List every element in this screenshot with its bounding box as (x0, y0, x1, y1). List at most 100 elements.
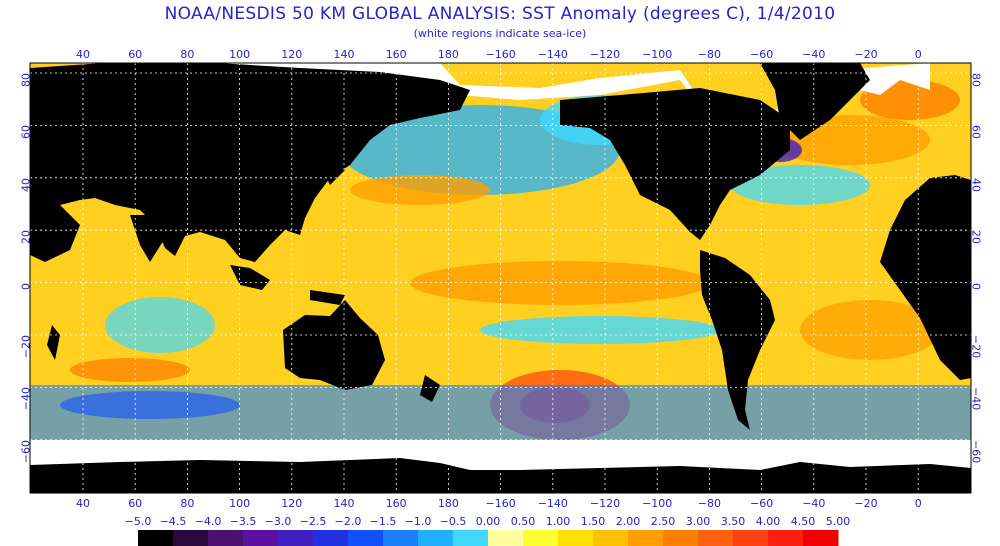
map-title: NOAA/NESDIS 50 KM GLOBAL ANALYSIS: SST A… (164, 4, 836, 24)
latitude-tick-label-left: −40 (19, 387, 33, 411)
colorbar-swatch (383, 530, 419, 546)
south-america (700, 250, 775, 430)
colorbar-tick-label: 0.50 (510, 515, 536, 528)
latitude-tick-label-left: −60 (19, 439, 33, 464)
colorbar-tick-label: 2.50 (650, 515, 676, 528)
longitude-tick-label-top: 160 (385, 48, 407, 61)
latitude-tick-label-right: 60 (969, 125, 983, 140)
colorbar-tick-label: 3.00 (685, 515, 711, 528)
longitude-tick-label-top: 100 (229, 48, 251, 61)
colorbar-tick-label: −4.0 (194, 515, 222, 528)
new-guinea (310, 290, 345, 305)
africa (880, 175, 971, 380)
latitude-tick-label-right: 20 (969, 230, 983, 245)
colorbar-swatch (278, 530, 314, 546)
arabia (30, 200, 80, 262)
colorbar-tick-label: −2.0 (334, 515, 362, 528)
longitude-tick-label-bot: −100 (642, 497, 673, 510)
warm-anomaly-kuroshio (350, 175, 490, 205)
colorbar-swatch (243, 530, 279, 546)
colorbar-tick-label: −1.0 (404, 515, 432, 528)
colorbar-swatch (138, 530, 174, 546)
latitude-tick-label-left: 60 (19, 125, 33, 140)
colorbar-tick-label: 4.50 (790, 515, 816, 528)
longitude-tick-label-top: −120 (589, 48, 621, 61)
longitude-tick-label-top: 0 (914, 48, 922, 61)
latitude-tick-label-left: 0 (19, 282, 33, 290)
map-frame (29, 62, 972, 494)
colorbar-tick-label: −3.0 (264, 515, 292, 528)
colorbar-swatch (348, 530, 384, 546)
graticule (30, 63, 971, 493)
longitude-tick-label-bot: 60 (128, 497, 143, 510)
colorbar-swatch (698, 530, 734, 546)
latitude-tick-label-left: −20 (19, 335, 33, 359)
colorbar-swatch (173, 530, 209, 546)
colorbar-swatch (593, 530, 629, 546)
longitude-tick-label-top: 180 (437, 48, 459, 61)
longitude-tick-label-bot: −140 (537, 497, 568, 510)
colorbar-swatch (488, 530, 524, 546)
longitude-tick-label-bot: 120 (281, 497, 303, 510)
longitude-tick-label-top: 60 (128, 48, 143, 61)
longitude-tick-label-top: −20 (854, 48, 878, 61)
madagascar (47, 325, 60, 360)
colorbar-swatch (523, 530, 559, 546)
longitude-tick-label-top: 80 (180, 48, 195, 61)
colorbar-swatch (628, 530, 664, 546)
latitude-tick-label-right: −60 (969, 439, 983, 464)
latitude-tick-label-left: 20 (19, 230, 33, 245)
longitude-tick-label-bot: 0 (914, 497, 922, 510)
latitude-tick-label-left: 40 (19, 177, 33, 192)
longitude-tick-label-top: 40 (76, 48, 90, 61)
colorbar-tick-label: 2.00 (615, 515, 641, 528)
new-zealand (420, 375, 440, 402)
colorbar-tick-label: 5.00 (825, 515, 851, 528)
colorbar-swatch (733, 530, 769, 546)
longitude-tick-label-bot: 100 (229, 497, 251, 510)
longitude-tick-label-bot: 140 (333, 497, 355, 510)
warm-anomaly-indian-ocean (70, 358, 190, 382)
map-subtitle: (white regions indicate sea-ice) (413, 27, 587, 40)
longitude-tick-label-top: −160 (485, 48, 516, 61)
colorbar-tick-label: 1.00 (545, 515, 571, 528)
colorbar-swatch (768, 530, 804, 546)
latitude-tick-label-right: 40 (969, 177, 983, 192)
cool-anomaly-south-pacific-band (480, 316, 720, 344)
latitude-tick-label-right: −40 (969, 387, 983, 411)
cool-anomaly-southern-indian (60, 391, 240, 419)
colorbar-tick-label: 3.50 (720, 515, 746, 528)
longitude-tick-label-bot: 180 (437, 497, 459, 510)
longitude-tick-label-bot: −160 (485, 497, 516, 510)
longitude-tick-label-bot: −60 (749, 497, 774, 510)
longitude-tick-label-bot: −20 (854, 497, 878, 510)
eurasia (30, 63, 470, 262)
colorbar-tick-label: −3.5 (229, 515, 257, 528)
map-area (30, 63, 971, 493)
colorbar (138, 530, 839, 546)
colorbar-swatch (453, 530, 489, 546)
colorbar-tick-label: −0.5 (439, 515, 467, 528)
colorbar-tick-label: −5.0 (124, 515, 152, 528)
latitude-tick-label-right: −20 (969, 335, 983, 359)
longitude-tick-label-bot: −120 (589, 497, 621, 510)
latitude-tick-label-right: 80 (969, 73, 983, 87)
longitude-tick-label-top: −60 (749, 48, 774, 61)
colorbar-swatch (803, 530, 839, 546)
cool-anomaly-north-atlantic (730, 165, 870, 205)
colorbar-swatch (208, 530, 244, 546)
longitude-tick-label-bot: 160 (385, 497, 407, 510)
colorbar-tick-label: −4.5 (159, 515, 187, 528)
longitude-tick-label-top: −140 (537, 48, 568, 61)
land (30, 63, 971, 493)
longitude-tick-label-top: −100 (642, 48, 673, 61)
longitude-tick-label-top: 120 (281, 48, 303, 61)
longitude-tick-label-bot: 80 (180, 497, 195, 510)
longitude-tick-label-top: −80 (697, 48, 721, 61)
warm-anomaly-south-atlantic (800, 300, 940, 360)
latitude-tick-label-right: 0 (969, 282, 983, 290)
longitude-tick-label-top: −40 (802, 48, 826, 61)
antarctica (30, 458, 971, 493)
longitude-tick-label-bot: 40 (76, 497, 90, 510)
